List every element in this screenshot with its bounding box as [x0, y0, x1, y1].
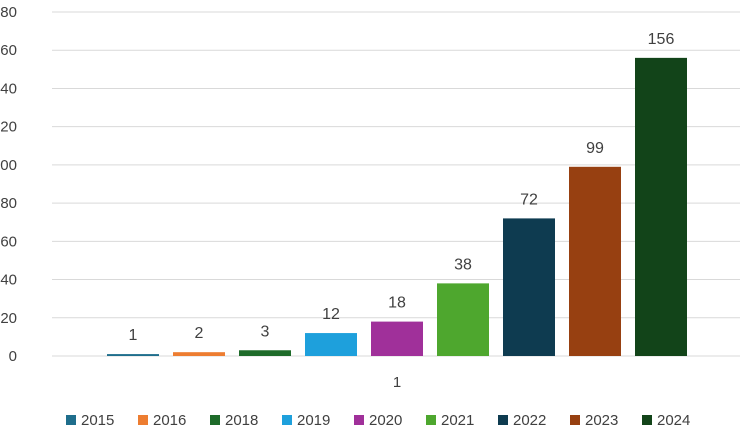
- legend-swatch-2015: [66, 415, 76, 425]
- y-tick-label: 120: [0, 119, 17, 136]
- bar-2024: [635, 57, 687, 356]
- legend-swatch-2022: [498, 415, 508, 425]
- legend-label-2021: 2021: [441, 412, 474, 429]
- legend-label-2018: 2018: [225, 412, 258, 429]
- data-label-2022: 72: [520, 191, 538, 208]
- y-tick-label: 140: [0, 80, 17, 97]
- legend-swatch-2021: [426, 415, 436, 425]
- data-label-2021: 38: [454, 256, 472, 273]
- bar-2018: [239, 350, 291, 356]
- data-label-2019: 12: [322, 306, 340, 323]
- x-tick-label: 1: [393, 374, 401, 391]
- legend: 2015 2016 2018 2019 2020 2021 2022 2023 2024: [66, 412, 690, 429]
- y-axis-ticks: 0 20 40 60 80 100 120 140 160 180: [0, 4, 17, 365]
- bar-2020: [371, 321, 423, 356]
- bar-2016: [173, 352, 225, 356]
- data-label-2020: 18: [388, 295, 406, 312]
- bar-2023: [569, 166, 621, 356]
- y-tick-label: 0: [9, 348, 17, 365]
- y-tick-label: 160: [0, 42, 17, 59]
- gridlines: [52, 11, 740, 357]
- legend-swatch-2018: [210, 415, 220, 425]
- y-tick-label: 20: [0, 310, 17, 327]
- bar-2019: [305, 333, 357, 356]
- legend-label-2015: 2015: [81, 412, 114, 429]
- bar-2015: [107, 354, 159, 356]
- legend-label-2016: 2016: [153, 412, 186, 429]
- data-label-2023: 99: [586, 140, 604, 157]
- data-label-2015: 1: [129, 327, 138, 344]
- y-tick-label: 100: [0, 157, 17, 174]
- y-tick-label: 180: [0, 4, 17, 21]
- data-label-2016: 2: [195, 325, 204, 342]
- legend-swatch-2016: [138, 415, 148, 425]
- bar-2021: [437, 283, 489, 356]
- y-tick-label: 60: [0, 233, 17, 250]
- legend-swatch-2023: [570, 415, 580, 425]
- data-label-2024: 156: [648, 31, 675, 48]
- y-tick-label: 40: [0, 272, 17, 289]
- legend-swatch-2019: [282, 415, 292, 425]
- legend-label-2024: 2024: [657, 412, 690, 429]
- legend-label-2022: 2022: [513, 412, 546, 429]
- bars: [107, 57, 687, 356]
- y-tick-label: 80: [0, 195, 17, 212]
- bar-2022: [503, 218, 555, 356]
- legend-label-2019: 2019: [297, 412, 330, 429]
- legend-label-2020: 2020: [369, 412, 402, 429]
- legend-label-2023: 2023: [585, 412, 618, 429]
- data-label-2018: 3: [261, 323, 270, 340]
- legend-swatch-2020: [354, 415, 364, 425]
- x-axis-ticks: 1: [393, 374, 401, 391]
- legend-swatch-2024: [642, 415, 652, 425]
